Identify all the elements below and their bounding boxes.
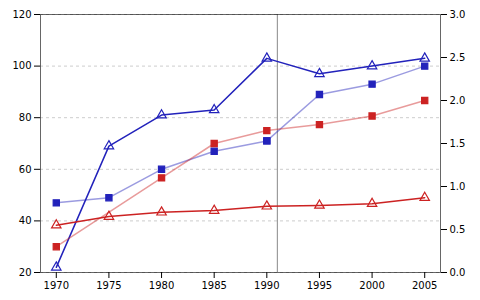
svg-text:40: 40 <box>19 215 32 226</box>
svg-text:1985: 1985 <box>201 280 226 291</box>
svg-text:2000: 2000 <box>359 280 384 291</box>
svg-text:0.5: 0.5 <box>450 224 466 235</box>
svg-text:1.5: 1.5 <box>450 138 466 149</box>
svg-text:2.5: 2.5 <box>450 52 466 63</box>
svg-text:2005: 2005 <box>412 280 437 291</box>
svg-text:20: 20 <box>19 267 32 278</box>
svg-text:100: 100 <box>12 60 31 71</box>
svg-text:60: 60 <box>19 164 32 175</box>
svg-text:2.0: 2.0 <box>450 95 466 106</box>
svg-text:1.0: 1.0 <box>450 181 466 192</box>
svg-text:1980: 1980 <box>149 280 174 291</box>
svg-text:80: 80 <box>19 112 32 123</box>
svg-text:1970: 1970 <box>44 280 69 291</box>
svg-text:1990: 1990 <box>254 280 279 291</box>
svg-text:1975: 1975 <box>96 280 121 291</box>
svg-text:3.0: 3.0 <box>450 9 466 20</box>
svg-text:1995: 1995 <box>307 280 332 291</box>
svg-text:120: 120 <box>12 9 31 20</box>
svg-text:0.0: 0.0 <box>450 267 466 278</box>
